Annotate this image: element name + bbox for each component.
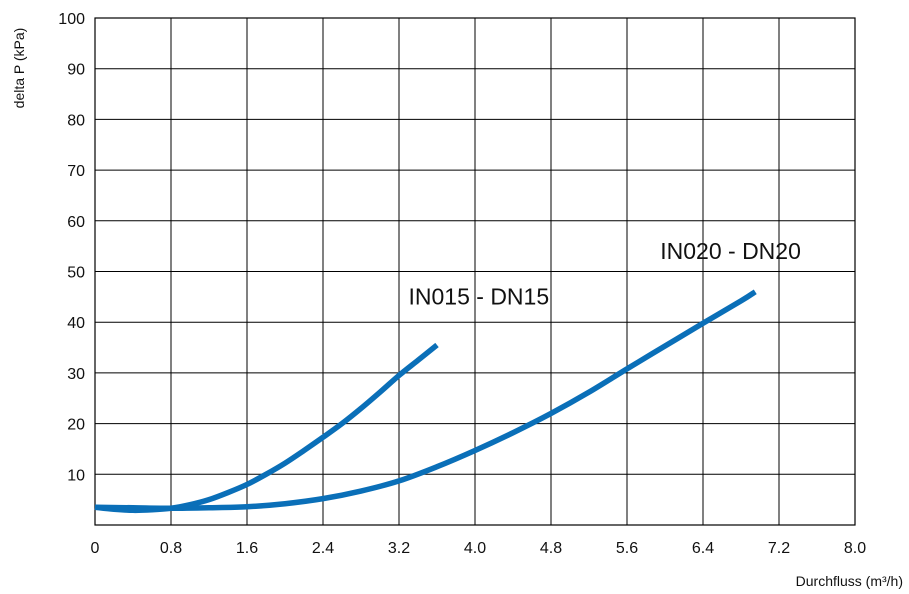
series-lines bbox=[94, 289, 757, 514]
y-tick-label: 10 bbox=[67, 467, 85, 484]
x-tick-label: 4.0 bbox=[464, 540, 486, 557]
x-tick-label: 6.4 bbox=[692, 540, 714, 557]
grid-lines bbox=[95, 18, 855, 525]
y-tick-labels: 10 20 30 40 50 60 70 80 90 100 bbox=[58, 11, 85, 484]
series-line-in020-dn20 bbox=[94, 289, 757, 512]
x-tick-labels: 0 0.8 1.6 2.4 3.2 4.0 4.8 5.6 6.4 7.2 8.0 bbox=[91, 540, 867, 557]
x-tick-label: 7.2 bbox=[768, 540, 790, 557]
y-tick-label: 70 bbox=[67, 163, 85, 180]
x-tick-label: 4.8 bbox=[540, 540, 562, 557]
series-annotations: IN015 - DN15 IN020 - DN20 bbox=[409, 238, 801, 310]
y-tick-label: 90 bbox=[67, 62, 85, 79]
x-tick-label: 1.6 bbox=[236, 540, 258, 557]
y-tick-label: 50 bbox=[67, 265, 85, 282]
x-tick-label: 0 bbox=[91, 540, 100, 557]
y-tick-label: 40 bbox=[67, 315, 85, 332]
x-tick-label: 3.2 bbox=[388, 540, 410, 557]
y-tick-label: 20 bbox=[67, 417, 85, 434]
y-tick-label: 80 bbox=[67, 112, 85, 129]
y-tick-label: 60 bbox=[67, 214, 85, 231]
plot-frame bbox=[94, 17, 856, 526]
y-axis-title: delta P (kPa) bbox=[11, 28, 27, 109]
y-tick-label: 30 bbox=[67, 366, 85, 383]
series-annotation-1: IN020 - DN20 bbox=[660, 238, 801, 264]
series-annotation-0: IN015 - DN15 bbox=[409, 283, 550, 309]
x-axis-title: Durchfluss (m³/h) bbox=[796, 573, 903, 589]
x-tick-label: 0.8 bbox=[160, 540, 182, 557]
y-tick-label: 100 bbox=[58, 11, 85, 28]
x-tick-label: 8.0 bbox=[844, 540, 866, 557]
x-tick-label: 5.6 bbox=[616, 540, 638, 557]
x-tick-label: 2.4 bbox=[312, 540, 334, 557]
